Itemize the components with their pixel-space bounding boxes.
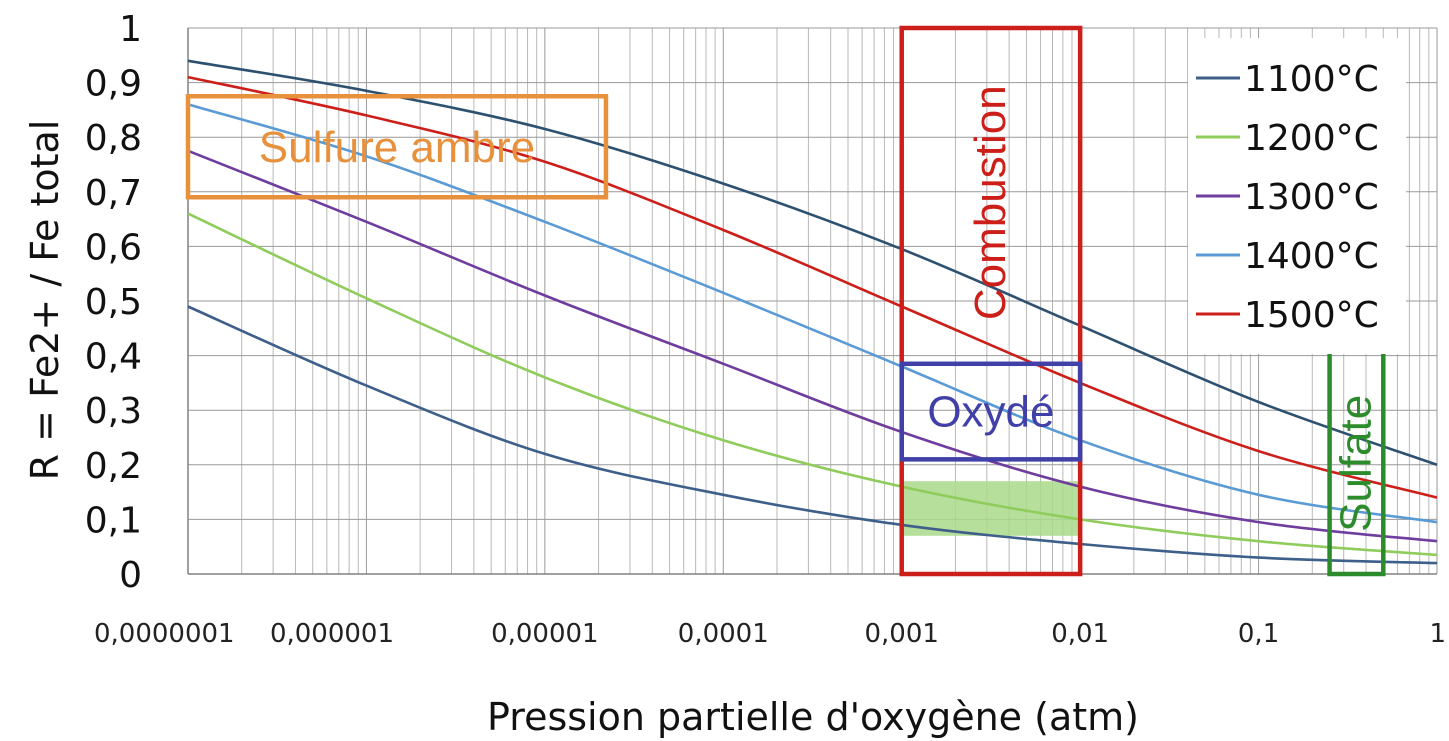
- combustion-label: Combustion: [966, 85, 1015, 320]
- y-tick-label: 0,6: [85, 227, 142, 268]
- x-tick-label: 0,0000001: [94, 619, 235, 649]
- legend-label: 1100°C: [1244, 59, 1379, 100]
- x-tick-label: 0,001: [864, 619, 938, 649]
- y-tick-label: 0,9: [85, 64, 142, 105]
- series-line-1200: [187, 212, 1438, 557]
- shaded-region-rect: [901, 481, 1081, 536]
- legend: 1100°C 1200°C 1300°C 1400°C 1500°C: [1188, 38, 1406, 354]
- x-tick-label: 1: [1429, 619, 1446, 649]
- oxyde-box: [899, 361, 1083, 462]
- y-tick-label: 0,2: [85, 446, 142, 487]
- series-line-1100: [187, 305, 1438, 565]
- y-tick-label: 0,1: [85, 500, 142, 541]
- combustion-box: [899, 25, 1083, 577]
- series-lines: [187, 59, 1438, 565]
- series-line-1500: [187, 75, 1438, 499]
- legend-label: 1400°C: [1244, 236, 1379, 277]
- x-tick-label: 0,000001: [270, 619, 394, 649]
- x-tick-label: 0,01: [1051, 619, 1109, 649]
- y-tick-labels: 0 0,1 0,2 0,3 0,4 0,5 0,6 0,7 0,8 0,9 1: [85, 9, 142, 596]
- legend-label: 1500°C: [1244, 295, 1379, 336]
- y-tick-label: 1: [119, 9, 142, 50]
- sulfure-ambre-box: [185, 94, 609, 200]
- y-tick-label: 0,3: [85, 391, 142, 432]
- x-tick-label: 0,0001: [678, 619, 769, 649]
- y-tick-label: 0,7: [85, 173, 142, 214]
- x-tick-labels: 0,0000001 0,000001 0,00001 0,0001 0,001 0,01 0…: [94, 619, 1446, 649]
- series-line-1400: [187, 103, 1438, 524]
- y-tick-label: 0: [119, 555, 142, 596]
- x-tick-label: 0,1: [1238, 619, 1279, 649]
- x-axis-title: Pression partielle d'oxygène (atm): [487, 695, 1139, 739]
- y-tick-label: 0,4: [85, 337, 142, 378]
- series-line-1300: [187, 149, 1438, 543]
- sulfure-ambre-label: Sulfure ambre: [259, 123, 535, 172]
- annotation-boxes: Sulfure ambre Combustion Oxydé Sulfate: [185, 25, 1386, 577]
- y-tick-label: 0,5: [85, 282, 142, 323]
- oxyde-label: Oxydé: [927, 388, 1054, 437]
- y-axis-title: R = Fe2+ / Fe total: [23, 120, 67, 481]
- shaded-region: [901, 481, 1081, 536]
- legend-label: 1300°C: [1244, 177, 1379, 218]
- y-tick-label: 0,8: [85, 118, 142, 159]
- legend-label: 1200°C: [1244, 118, 1379, 159]
- sulfate-label: Sulfate: [1331, 395, 1380, 532]
- x-tick-label: 0,00001: [491, 619, 599, 649]
